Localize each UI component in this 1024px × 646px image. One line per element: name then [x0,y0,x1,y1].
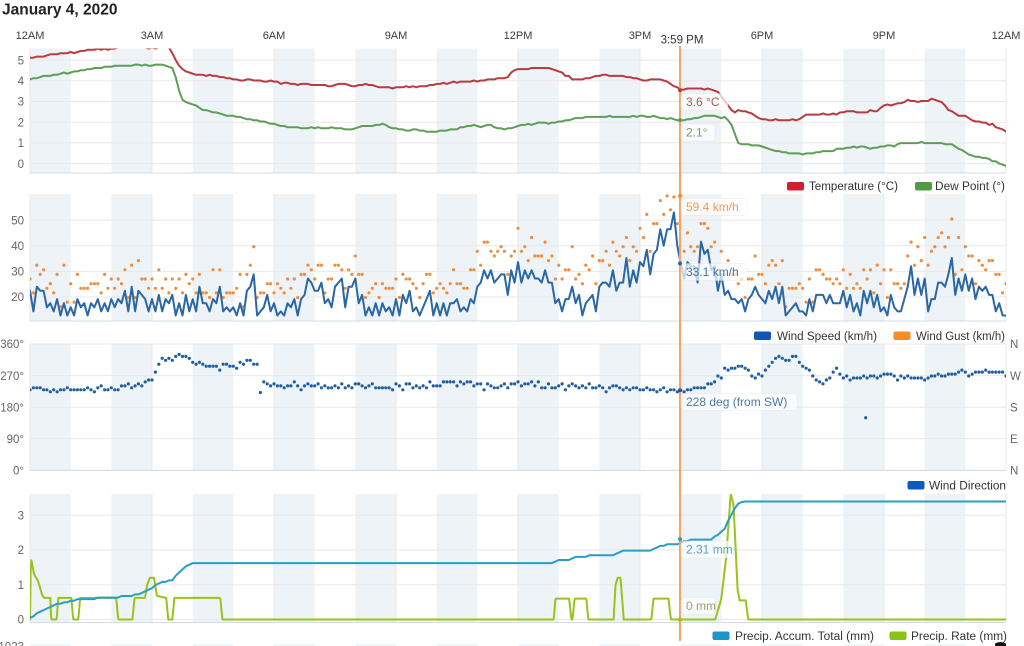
svg-text:180°: 180° [0,402,24,414]
svg-text:Wind Speed (km/h): Wind Speed (km/h) [777,331,877,343]
svg-text:0: 0 [18,159,24,171]
svg-text:N: N [1010,466,1018,478]
svg-text:4: 4 [18,76,25,88]
svg-text:12PM: 12PM [504,30,533,42]
svg-text:W: W [1010,371,1021,383]
svg-text:0 mm: 0 mm [686,599,716,613]
svg-text:1: 1 [18,138,24,150]
svg-text:59.4 km/h: 59.4 km/h [686,200,739,214]
svg-text:Precip. Accum. Total (mm): Precip. Accum. Total (mm) [735,631,874,643]
svg-text:0°: 0° [13,466,24,478]
svg-text:20: 20 [11,292,24,304]
svg-text:2: 2 [18,545,24,557]
svg-text:12AM: 12AM [16,30,45,42]
svg-text:33.1 km/h: 33.1 km/h [686,265,739,279]
svg-text:3: 3 [18,97,24,109]
svg-text:12AM: 12AM [992,30,1021,42]
svg-text:3PM: 3PM [629,30,652,42]
svg-text:Precip. Rate (mm): Precip. Rate (mm) [911,631,1007,643]
svg-text:3:59 PM: 3:59 PM [661,35,704,47]
svg-text:50: 50 [11,215,24,227]
svg-text:1023: 1023 [0,642,24,646]
svg-text:90°: 90° [7,434,24,446]
svg-text:6AM: 6AM [263,30,286,42]
svg-text:3AM: 3AM [141,30,164,42]
svg-text:N: N [1010,339,1018,351]
svg-text:1: 1 [18,580,24,592]
svg-text:5: 5 [18,55,24,67]
svg-text:Wind Gust (km/h): Wind Gust (km/h) [916,331,1005,343]
svg-text:E: E [1010,434,1018,446]
svg-text:S: S [1010,402,1018,414]
svg-text:Temperature (°C): Temperature (°C) [809,181,898,193]
svg-text:3: 3 [18,510,24,522]
svg-text:30: 30 [11,267,24,279]
svg-text:January 4, 2020: January 4, 2020 [2,2,117,19]
svg-text:9PM: 9PM [873,30,896,42]
svg-text:0: 0 [18,615,24,627]
svg-text:9AM: 9AM [385,30,408,42]
svg-text:360°: 360° [0,339,24,351]
svg-text:2.31 mm: 2.31 mm [686,543,733,557]
svg-text:3.6 °C: 3.6 °C [686,95,720,109]
svg-text:270°: 270° [0,371,24,383]
svg-text:Dew Point (°): Dew Point (°) [935,181,1005,193]
svg-text:6PM: 6PM [751,30,774,42]
svg-text:2: 2 [18,117,24,129]
svg-text:2.1°: 2.1° [686,126,708,140]
svg-text:Wind Direction: Wind Direction [929,481,1006,493]
svg-text:40: 40 [11,241,24,253]
svg-text:228 deg (from SW): 228 deg (from SW) [686,395,787,409]
